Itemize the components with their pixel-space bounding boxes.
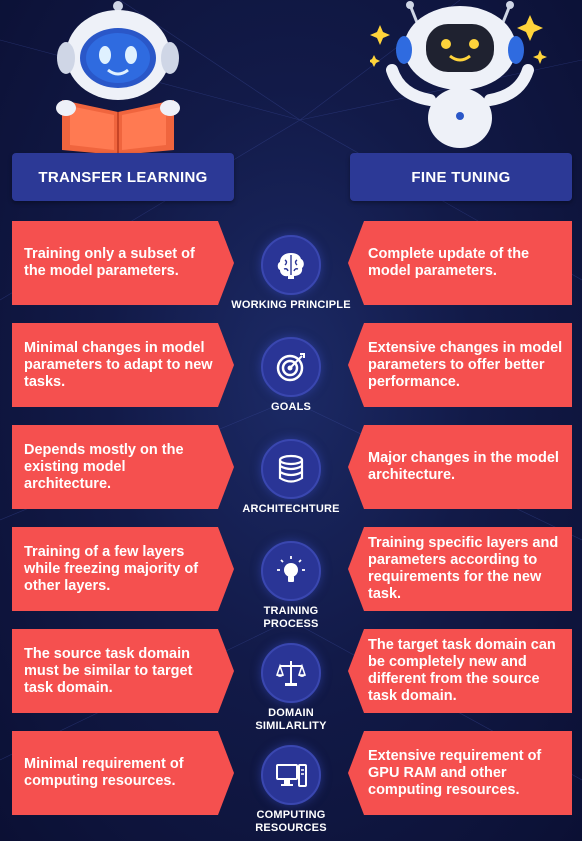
transfer-learning-card: The source task domain must be similar t… (12, 629, 234, 713)
category-label: GOALS (270, 401, 312, 413)
transfer-learning-card: Minimal changes in model parameters to a… (12, 323, 234, 407)
comparison-row-computing-resources: Minimal requirement of computing resourc… (0, 731, 582, 834)
category-label: TRAINING PROCESS (263, 605, 319, 630)
target-icon (261, 337, 321, 397)
database-icon (261, 439, 321, 499)
lightbulb-icon (261, 541, 321, 601)
brain-icon (261, 235, 321, 295)
fine-tuning-header: FINE TUNING (350, 153, 572, 201)
fine-tuning-card: Major changes in the model architecture. (348, 425, 572, 509)
comparison-row-architecture: Depends mostly on the existing model arc… (0, 425, 582, 515)
transfer-learning-card: Training only a subset of the model para… (12, 221, 234, 305)
fine-tuning-card: The target task domain can be completely… (348, 629, 572, 713)
computer-icon (261, 745, 321, 805)
category-label: DOMAIN SIMILARLITY (255, 707, 327, 732)
comparison-row-working-principle: Training only a subset of the model para… (0, 221, 582, 311)
transfer-learning-card: Minimal requirement of computing resourc… (12, 731, 234, 815)
category-label: COMPUTING RESOURCES (255, 809, 327, 834)
fine-tuning-card: Complete update of the model parameters. (348, 221, 572, 305)
transfer-learning-header: TRANSFER LEARNING (12, 153, 234, 201)
transfer-learning-card: Training of a few layers while freezing … (12, 527, 234, 611)
fine-tuning-card: Extensive requirement of GPU RAM and oth… (348, 731, 572, 815)
category-label: WORKING PRINCIPLE (231, 299, 351, 311)
comparison-row-goals: Minimal changes in model parameters to a… (0, 323, 582, 413)
robot-cheering-icon (370, 1, 547, 148)
comparison-row-domain-similarity: The source task domain must be similar t… (0, 629, 582, 732)
category-label: ARCHITECHTURE (242, 503, 340, 515)
fine-tuning-card: Extensive changes in model parameters to… (348, 323, 572, 407)
scale-icon (261, 643, 321, 703)
fine-tuning-card: Training specific layers and parameters … (348, 527, 572, 611)
transfer-learning-card: Depends mostly on the existing model arc… (12, 425, 234, 509)
comparison-row-training-process: Training of a few layers while freezing … (0, 527, 582, 630)
robot-reading-icon (56, 1, 180, 155)
